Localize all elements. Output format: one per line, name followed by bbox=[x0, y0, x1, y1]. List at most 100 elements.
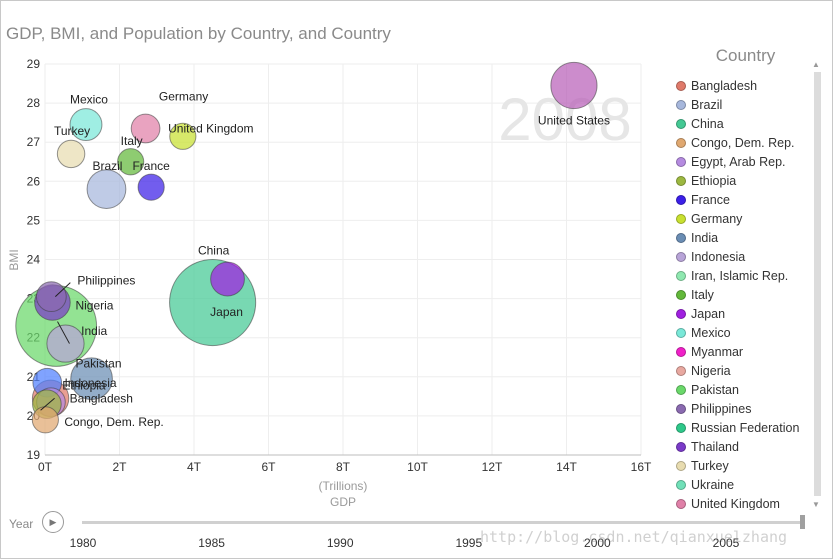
play-button[interactable]: ▶ bbox=[42, 511, 64, 533]
data-bubble[interactable] bbox=[210, 261, 245, 297]
legend-label: Myanmar bbox=[691, 344, 744, 359]
x-axis-unit: (Trillions) bbox=[319, 479, 368, 493]
data-bubble[interactable] bbox=[86, 169, 127, 210]
data-bubble[interactable] bbox=[130, 113, 161, 144]
legend-item[interactable]: Russian Federation bbox=[676, 418, 811, 437]
legend-item[interactable]: Ethiopia bbox=[676, 171, 811, 190]
x-tick-label: 12T bbox=[482, 460, 503, 474]
legend-label: United Kingdom bbox=[691, 496, 780, 511]
play-axis-tick: 1985 bbox=[198, 536, 225, 550]
data-bubble[interactable] bbox=[117, 148, 145, 176]
data-bubble[interactable] bbox=[70, 357, 113, 401]
legend-items: Bangladesh Brazil China Congo, Dem. Rep. Egy… bbox=[676, 76, 811, 510]
legend-swatch bbox=[676, 270, 686, 281]
legend-item[interactable]: Mexico bbox=[676, 323, 811, 342]
data-bubble[interactable] bbox=[550, 61, 598, 110]
data-bubble[interactable] bbox=[56, 139, 86, 169]
legend-swatch bbox=[676, 213, 686, 224]
data-bubble[interactable] bbox=[46, 324, 85, 363]
legend-item[interactable]: Nigeria bbox=[676, 361, 811, 380]
play-axis-track[interactable] bbox=[82, 521, 804, 524]
legend-item[interactable]: India bbox=[676, 228, 811, 247]
legend-swatch bbox=[676, 441, 686, 452]
legend-item[interactable]: Myanmar bbox=[676, 342, 811, 361]
x-tick-label: 2T bbox=[112, 460, 127, 474]
legend-swatch bbox=[676, 251, 686, 262]
legend-swatch bbox=[676, 346, 686, 357]
legend-item[interactable]: Ukraine bbox=[676, 475, 811, 494]
data-label: Turkey bbox=[54, 124, 90, 138]
legend-swatch bbox=[676, 118, 686, 129]
legend-item[interactable]: Germany bbox=[676, 209, 811, 228]
play-icon: ▶ bbox=[49, 516, 57, 527]
data-label: Bangladesh bbox=[70, 391, 133, 405]
legend-swatch bbox=[676, 289, 686, 300]
play-axis-slider-handle[interactable] bbox=[800, 515, 805, 529]
legend-swatch bbox=[676, 80, 686, 91]
legend-label: Egypt, Arab Rep. bbox=[691, 154, 786, 169]
data-bubble[interactable] bbox=[69, 108, 103, 142]
y-tick-label: 28 bbox=[27, 96, 41, 110]
legend-item[interactable]: Egypt, Arab Rep. bbox=[676, 152, 811, 171]
legend-swatch bbox=[676, 308, 686, 319]
legend-item[interactable]: Indonesia bbox=[676, 247, 811, 266]
play-axis-tick: 2005 bbox=[712, 536, 740, 550]
legend-swatch bbox=[676, 479, 686, 490]
legend-scrollbar-thumb[interactable] bbox=[814, 72, 821, 496]
legend-item[interactable]: Italy bbox=[676, 285, 811, 304]
data-label: Germany bbox=[159, 90, 208, 104]
legend-item[interactable]: Thailand bbox=[676, 437, 811, 456]
legend-label: India bbox=[691, 230, 719, 245]
legend-item[interactable]: Bangladesh bbox=[676, 76, 811, 95]
legend-label: Pakistan bbox=[691, 382, 739, 397]
y-tick-label: 24 bbox=[27, 253, 41, 267]
data-bubble[interactable] bbox=[137, 173, 165, 201]
data-label: Brazil bbox=[92, 159, 122, 173]
legend-swatch bbox=[676, 137, 686, 148]
legend-swatch bbox=[676, 194, 686, 205]
legend-label: Turkey bbox=[691, 458, 729, 473]
legend-swatch bbox=[676, 156, 686, 167]
legend-item[interactable]: Pakistan bbox=[676, 380, 811, 399]
play-axis-tick: 1995 bbox=[455, 536, 483, 550]
data-label: Italy bbox=[121, 134, 143, 148]
data-bubble[interactable] bbox=[169, 122, 197, 150]
legend-item[interactable]: Brazil bbox=[676, 95, 811, 114]
x-tick-label: 16T bbox=[631, 460, 652, 474]
legend-item[interactable]: Iran, Islamic Rep. bbox=[676, 266, 811, 285]
legend-swatch bbox=[676, 232, 686, 243]
x-tick-label: 6T bbox=[261, 460, 276, 474]
legend-item[interactable]: Congo, Dem. Rep. bbox=[676, 133, 811, 152]
legend-item[interactable]: United Kingdom bbox=[676, 494, 811, 510]
legend-label: Germany bbox=[691, 211, 743, 226]
legend-label: Nigeria bbox=[691, 363, 731, 378]
legend-label: France bbox=[691, 192, 730, 207]
legend: Country Bangladesh Brazil China Congo, Dem.… bbox=[676, 46, 811, 510]
play-axis-tick: 1980 bbox=[69, 536, 97, 550]
y-tick-label: 19 bbox=[27, 448, 41, 462]
legend-swatch bbox=[676, 384, 686, 395]
legend-label: Russian Federation bbox=[691, 420, 800, 435]
legend-item[interactable]: France bbox=[676, 190, 811, 209]
legend-label: Iran, Islamic Rep. bbox=[691, 268, 789, 283]
scroll-up-icon[interactable]: ▲ bbox=[812, 60, 820, 69]
legend-label: Mexico bbox=[691, 325, 731, 340]
data-label: Japan bbox=[210, 305, 243, 319]
legend-label: Ethiopia bbox=[691, 173, 737, 188]
legend-item[interactable]: China bbox=[676, 114, 811, 133]
x-tick-label: 14T bbox=[556, 460, 577, 474]
data-label: Nigeria bbox=[75, 299, 113, 313]
data-label: Indonesia bbox=[65, 376, 117, 390]
legend-swatch bbox=[676, 498, 686, 509]
legend-item[interactable]: Turkey bbox=[676, 456, 811, 475]
data-bubble[interactable] bbox=[31, 406, 59, 434]
legend-swatch bbox=[676, 99, 686, 110]
data-bubble[interactable] bbox=[35, 281, 67, 313]
scroll-down-icon[interactable]: ▼ bbox=[812, 500, 820, 509]
legend-label: Indonesia bbox=[691, 249, 746, 264]
legend-item[interactable]: Japan bbox=[676, 304, 811, 323]
legend-item[interactable]: Philippines bbox=[676, 399, 811, 418]
data-label: France bbox=[132, 159, 170, 173]
y-axis-title: BMI bbox=[7, 249, 21, 270]
